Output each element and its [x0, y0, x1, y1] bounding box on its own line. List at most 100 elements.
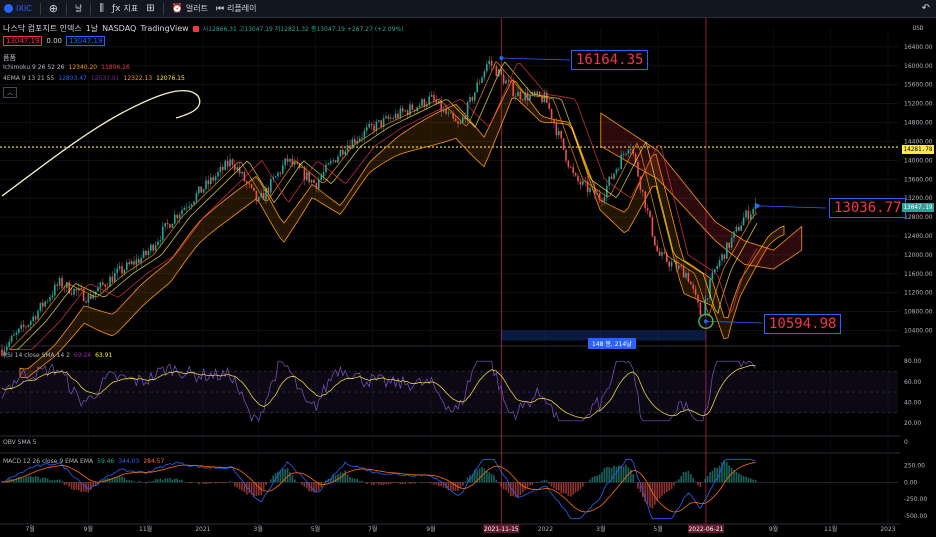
obv-tick-label: 0: [904, 439, 908, 446]
candle-body: [642, 189, 644, 192]
macd-legend[interactable]: MACD 12 26 close 9 EMA EMA 59.46 344.03 …: [3, 458, 164, 465]
macd-histogram-bar: [589, 479, 591, 483]
candle-body: [738, 226, 740, 231]
low-price-callout[interactable]: 10594.98: [764, 314, 842, 334]
macd-histogram-bar: [73, 482, 75, 490]
candle-body: [356, 140, 358, 144]
candle-body: [30, 321, 32, 325]
candle-body: [466, 102, 469, 120]
current-price-callout[interactable]: 13036.77: [829, 198, 907, 218]
macd-histogram-bar: [351, 478, 354, 483]
macd-signal-line: [2, 462, 756, 513]
candle-body: [699, 302, 702, 316]
candle-body: [562, 138, 565, 150]
ema-legend[interactable]: 4EMA 9 13 21 55 12803.47 12537.91 12322.…: [3, 75, 185, 82]
candle-body: [313, 180, 315, 183]
macd-histogram-bar: [301, 482, 303, 486]
symbol-search[interactable]: IXIC: [4, 4, 32, 13]
interval-button[interactable]: 날: [75, 3, 82, 14]
interval-label: 날: [75, 4, 83, 13]
macd-histogram-bar: [253, 482, 255, 497]
rsi-legend[interactable]: RSI 14 close SMA 14 2 69.24 63.91: [3, 352, 112, 359]
macd-histogram-bar: [752, 479, 754, 483]
replay-button[interactable]: ⏮ 리플레이: [216, 3, 257, 14]
candle-body: [526, 92, 529, 101]
obv-legend[interactable]: OBV SMA 5: [3, 439, 36, 446]
chart-canvas[interactable]: 16400.00 16000.00 15600.00 15200.00 14800.00…: [0, 18, 936, 537]
chart-type-button[interactable]: ⫼: [99, 3, 104, 14]
templates-button[interactable]: ⊞: [146, 3, 154, 14]
macd-histogram-bar: [286, 467, 289, 483]
add-symbol-button[interactable]: ⊕: [49, 2, 58, 15]
buy-button[interactable]: 13047.19: [66, 36, 106, 46]
macd-histogram-bar: [639, 482, 642, 493]
candle-body: [714, 269, 716, 273]
currency-label[interactable]: USD: [912, 25, 924, 32]
macd-histogram-bar: [543, 479, 546, 483]
candle-body: [658, 251, 661, 256]
macd-histogram-bar: [442, 482, 445, 488]
macd-histogram-bar: [565, 482, 567, 494]
collapse-legend-button[interactable]: ︿: [3, 87, 18, 98]
candle-body: [284, 158, 286, 166]
indicators-button[interactable]: ƒx 지표: [112, 3, 138, 14]
candle-body: [114, 272, 116, 283]
symbol-title[interactable]: 나스닥 컴포지트 인덱스: [3, 24, 82, 33]
candle-body: [193, 201, 195, 205]
price-axis-background: [900, 18, 936, 537]
macd-histogram-bar: [709, 472, 711, 483]
candle-body: [56, 284, 58, 286]
symbol-logo-icon: [4, 4, 13, 13]
macd-histogram-bar: [178, 480, 181, 483]
candle-body: [500, 69, 502, 75]
candle-body: [654, 236, 656, 246]
macd-histogram-bar: [399, 482, 402, 485]
macd-histogram-bar: [210, 482, 212, 484]
macd-histogram-bar: [462, 482, 464, 486]
candle-body: [289, 158, 291, 162]
date-range-label[interactable]: 148 봉, 214날: [588, 338, 636, 349]
candle-body: [531, 92, 534, 95]
candle-body: [380, 120, 382, 127]
macd-histogram-bar: [466, 477, 469, 483]
chart-area[interactable]: 16400.00 16000.00 15600.00 15200.00 14800.00…: [0, 18, 936, 537]
ema-line: [10, 62, 758, 350]
candle-body: [368, 123, 370, 128]
candle-body: [121, 266, 123, 274]
macd-histogram-bar: [385, 482, 387, 485]
candle-body: [514, 96, 517, 97]
macd-histogram-bar: [44, 477, 46, 483]
macd-histogram-bar: [78, 482, 80, 490]
candle-body: [332, 160, 334, 162]
candle-body: [181, 210, 183, 215]
price-tick-label: 12000.00: [904, 252, 933, 259]
candle-body: [747, 210, 750, 220]
time-tick-label: 5월: [653, 525, 662, 533]
macd-histogram-bar: [190, 482, 193, 484]
macd-histogram-bar: [241, 482, 243, 491]
candle-body: [145, 250, 147, 256]
candle-body: [445, 108, 447, 114]
candle-body: [123, 269, 126, 274]
ichimoku-legend[interactable]: Ichimoku 9 26 52 26 12340.20 11806.16: [3, 64, 130, 71]
alerts-button[interactable]: ⏰ 얼러트: [172, 3, 208, 14]
macd-histogram-bar: [474, 470, 476, 483]
volume-legend[interactable]: 품품: [3, 53, 16, 63]
macd-histogram-bar: [337, 474, 339, 483]
candle-body: [615, 169, 618, 174]
candle-body: [490, 60, 493, 66]
candle-body: [622, 154, 625, 156]
chevron-up-icon: ︿: [3, 87, 18, 98]
grid-icon: ⊞: [146, 3, 155, 14]
high-price-callout[interactable]: 16164.35: [571, 50, 649, 70]
sell-button[interactable]: 13047.19: [3, 36, 43, 46]
candle-body: [73, 288, 75, 295]
undo-button[interactable]: ↶: [922, 3, 930, 14]
candle-body: [440, 100, 442, 112]
annotation-leader-line: [501, 57, 571, 61]
candle-body: [18, 328, 20, 333]
candle-body: [22, 324, 25, 327]
candle-body: [529, 94, 531, 101]
candle-body: [54, 284, 56, 296]
candle-body: [663, 252, 666, 254]
